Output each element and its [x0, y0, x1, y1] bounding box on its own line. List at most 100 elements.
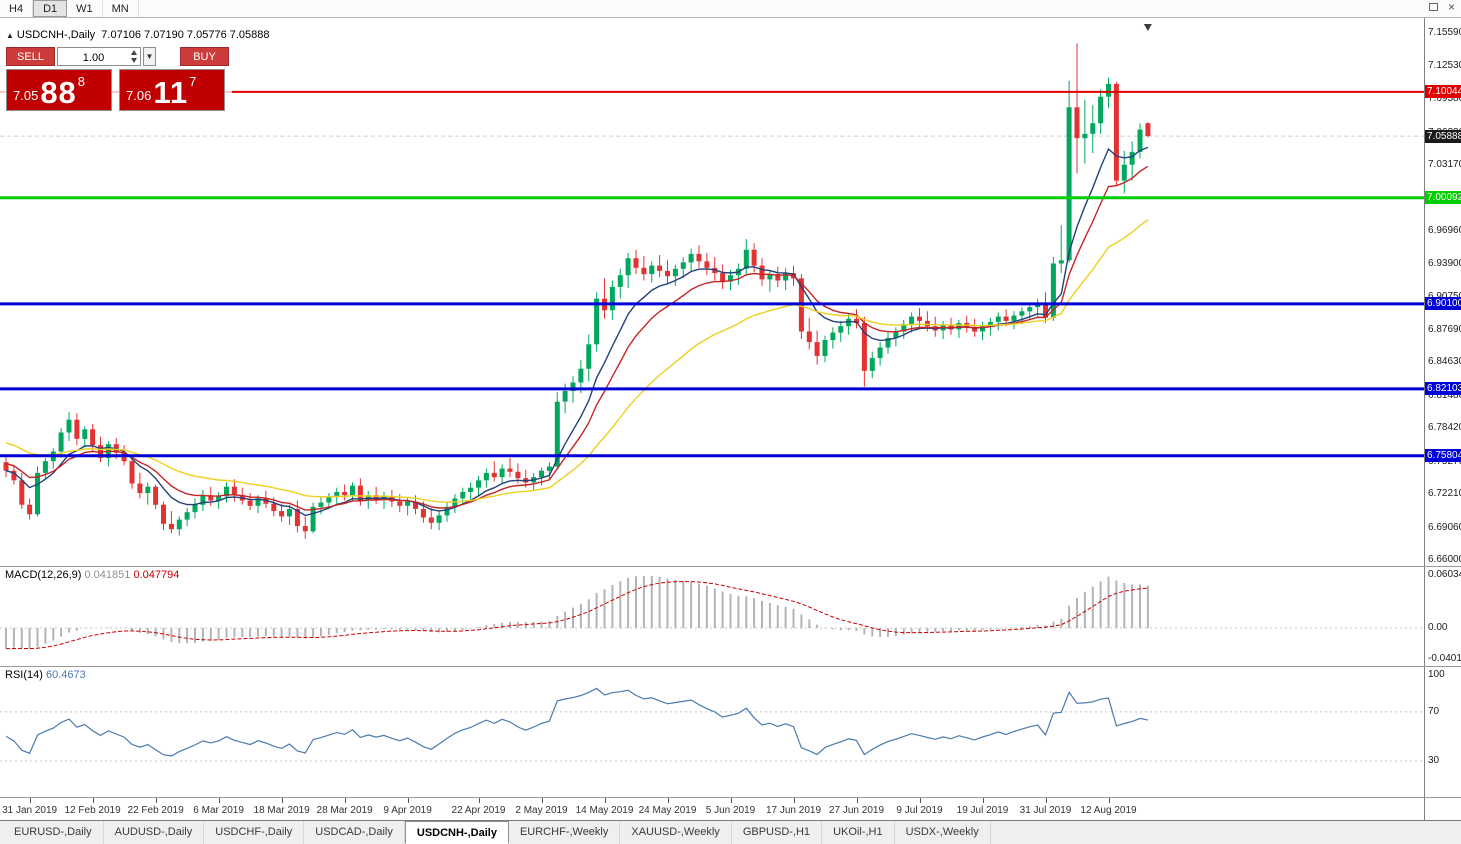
macd-indicator-panel[interactable]: MACD(12,26,9) 0.041851 0.047794 [0, 567, 1424, 666]
date-tick [1108, 798, 1110, 803]
volume-increase-button[interactable] [130, 50, 137, 55]
price-axis-label: 6.93900 [1428, 257, 1461, 269]
date-tick [478, 798, 480, 803]
date-tick [155, 798, 157, 803]
price-axis-label: 6.66000 [1428, 554, 1461, 565]
candlestick-chart[interactable] [0, 18, 1424, 566]
date-axis-label: 14 May 2019 [575, 805, 634, 816]
date-tick [92, 798, 94, 803]
chevron-down-icon: ▼ [145, 52, 154, 61]
timeframe-button-d1[interactable]: D1 [33, 0, 68, 17]
volume-field[interactable] [57, 47, 141, 67]
date-tick [218, 798, 220, 803]
date-axis-label: 31 Jul 2019 [1019, 805, 1072, 816]
close-icon[interactable]: × [1447, 0, 1455, 14]
rsi-axis-label: 30 [1428, 755, 1440, 766]
macd-main-value: 0.041851 [84, 569, 131, 581]
chart-tab-ukoil-h1[interactable]: UKOil-,H1 [822, 821, 895, 844]
date-axis-label: 9 Jul 2019 [896, 805, 943, 816]
timeframe-button-h4[interactable]: H4 [0, 0, 34, 17]
chart-ohlc-values: 7.07106 7.07190 7.05776 7.05888 [101, 29, 270, 41]
macd-chart[interactable] [0, 567, 1424, 666]
macd-signal-value: 0.047794 [133, 569, 180, 581]
buy-button[interactable]: BUY [180, 47, 229, 66]
chart-tab-gbpusd-h1[interactable]: GBPUSD-,H1 [732, 821, 823, 844]
restore-window-icon[interactable] [1428, 3, 1438, 11]
level-price-badge: 7.10044 [1425, 85, 1461, 99]
rsi-indicator-panel[interactable]: RSI(14) 60.4673 [0, 667, 1424, 797]
date-axis-label: 5 Jun 2019 [705, 805, 756, 816]
sell-price-prefix: 7.05 [13, 88, 39, 103]
date-tick [667, 798, 669, 803]
volume-dropdown-button[interactable]: ▼ [143, 47, 156, 66]
date-tick [29, 798, 31, 803]
rsi-axis-label: 70 [1428, 706, 1440, 717]
timeframe-toolbar: H4 D1 W1 MN [0, 0, 1461, 18]
chart-tab-usdchf-daily[interactable]: USDCHF-,Daily [204, 821, 305, 844]
date-axis-label: 22 Feb 2019 [127, 805, 184, 816]
sell-price-pip-digit: 8 [77, 74, 86, 89]
rsi-name: RSI(14) [5, 669, 43, 681]
date-tick [793, 798, 795, 803]
chart-tab-xauusd-weekly[interactable]: XAUUSD-,Weekly [620, 821, 732, 844]
price-axis-label: 7.09380 [1428, 93, 1461, 104]
timeframe-button-group: H4 D1 W1 MN [0, 0, 139, 17]
chart-symbol-header: ▲ USDCNH-,Daily 7.07106 7.07190 7.05776 7… [6, 29, 270, 41]
date-axis-label: 19 Jul 2019 [956, 805, 1009, 816]
date-axis-label: 12 Feb 2019 [64, 805, 121, 816]
price-axis-label: 6.84630 [1428, 356, 1461, 367]
panel-separator[interactable] [0, 666, 1461, 667]
time-axis[interactable]: 31 Jan 2019 12 Feb 2019 22 Feb 2019 6 Mar 2… [0, 798, 1424, 820]
date-axis-label: 9 Apr 2019 [383, 805, 432, 816]
sell-price-big-digits: 88 [40, 74, 77, 110]
rsi-value: 60.4673 [45, 669, 86, 681]
price-axis-label: 7.03170 [1428, 159, 1461, 170]
chart-tab-audusd-daily[interactable]: AUDUSD-,Daily [104, 821, 205, 844]
chart-tab-usdx-weekly[interactable]: USDX-,Weekly [895, 821, 991, 844]
level-price-badge: 6.82103 [1425, 382, 1461, 396]
chart-tab-eurusd-daily[interactable]: EURUSD-,Daily [3, 821, 104, 844]
window-controls: × [1428, 0, 1455, 14]
current-price-badge: 7.05888 [1425, 129, 1461, 143]
volume-decrease-button[interactable] [130, 58, 137, 63]
date-tick [919, 798, 921, 803]
level-price-badge: 6.90100 [1425, 297, 1461, 311]
chart-tab-usdcnh-daily[interactable]: USDCNH-,Daily [404, 821, 509, 844]
panel-separator[interactable] [0, 797, 1461, 798]
date-axis-label: 18 Mar 2019 [253, 805, 310, 816]
chart-tab-usdcad-daily[interactable]: USDCAD-,Daily [304, 821, 405, 844]
date-axis-label: 28 Mar 2019 [316, 805, 373, 816]
panel-separator[interactable] [0, 566, 1461, 567]
price-axis-label: 7.15590 [1428, 27, 1461, 38]
volume-input[interactable] [58, 49, 140, 67]
price-axis-label: 6.72210 [1428, 488, 1461, 499]
date-axis-label: 6 Mar 2019 [193, 805, 244, 816]
price-axis-label: 6.87690 [1428, 323, 1461, 335]
timeframe-button-mn[interactable]: MN [103, 0, 139, 17]
rsi-chart[interactable] [0, 667, 1424, 797]
chart-tab-eurchf-weekly[interactable]: EURCHF-,Weekly [509, 821, 621, 844]
date-tick [344, 798, 346, 803]
candlestick-chart-panel[interactable]: ▲ USDCNH-,Daily 7.07106 7.07190 7.05776 7… [0, 18, 1424, 566]
date-tick [541, 798, 543, 803]
macd-axis-label: 0.00 [1428, 622, 1448, 633]
buy-price-big-digits: 11 [153, 74, 189, 110]
timeframe-button-w1[interactable]: W1 [67, 0, 103, 17]
price-axis-label: 6.90750 [1428, 291, 1461, 302]
date-tick [281, 798, 283, 803]
price-axis-label: 6.78420 [1428, 422, 1461, 433]
volume-stepper [128, 49, 139, 64]
price-axis-label: 7.12530 [1428, 59, 1461, 71]
rsi-label: RSI(14) 60.4673 [5, 669, 86, 681]
buy-price-pip-digit: 7 [189, 74, 197, 89]
level-price-badge: 7.00092 [1425, 191, 1461, 205]
sell-button[interactable]: SELL [6, 47, 55, 66]
macd-axis-label: 0.060343 [1428, 569, 1461, 580]
date-axis-label: 17 Jun 2019 [765, 805, 822, 816]
price-axis[interactable]: 7.155907.125307.093807.062307.031707.000… [1424, 18, 1461, 820]
date-tick [1045, 798, 1047, 803]
date-axis-label: 27 Jun 2019 [828, 805, 885, 816]
macd-name: MACD(12,26,9) [5, 569, 82, 581]
chart-window-icon: ▲ [6, 31, 14, 40]
chart-symbol-label: USDCNH-,Daily [16, 29, 96, 41]
